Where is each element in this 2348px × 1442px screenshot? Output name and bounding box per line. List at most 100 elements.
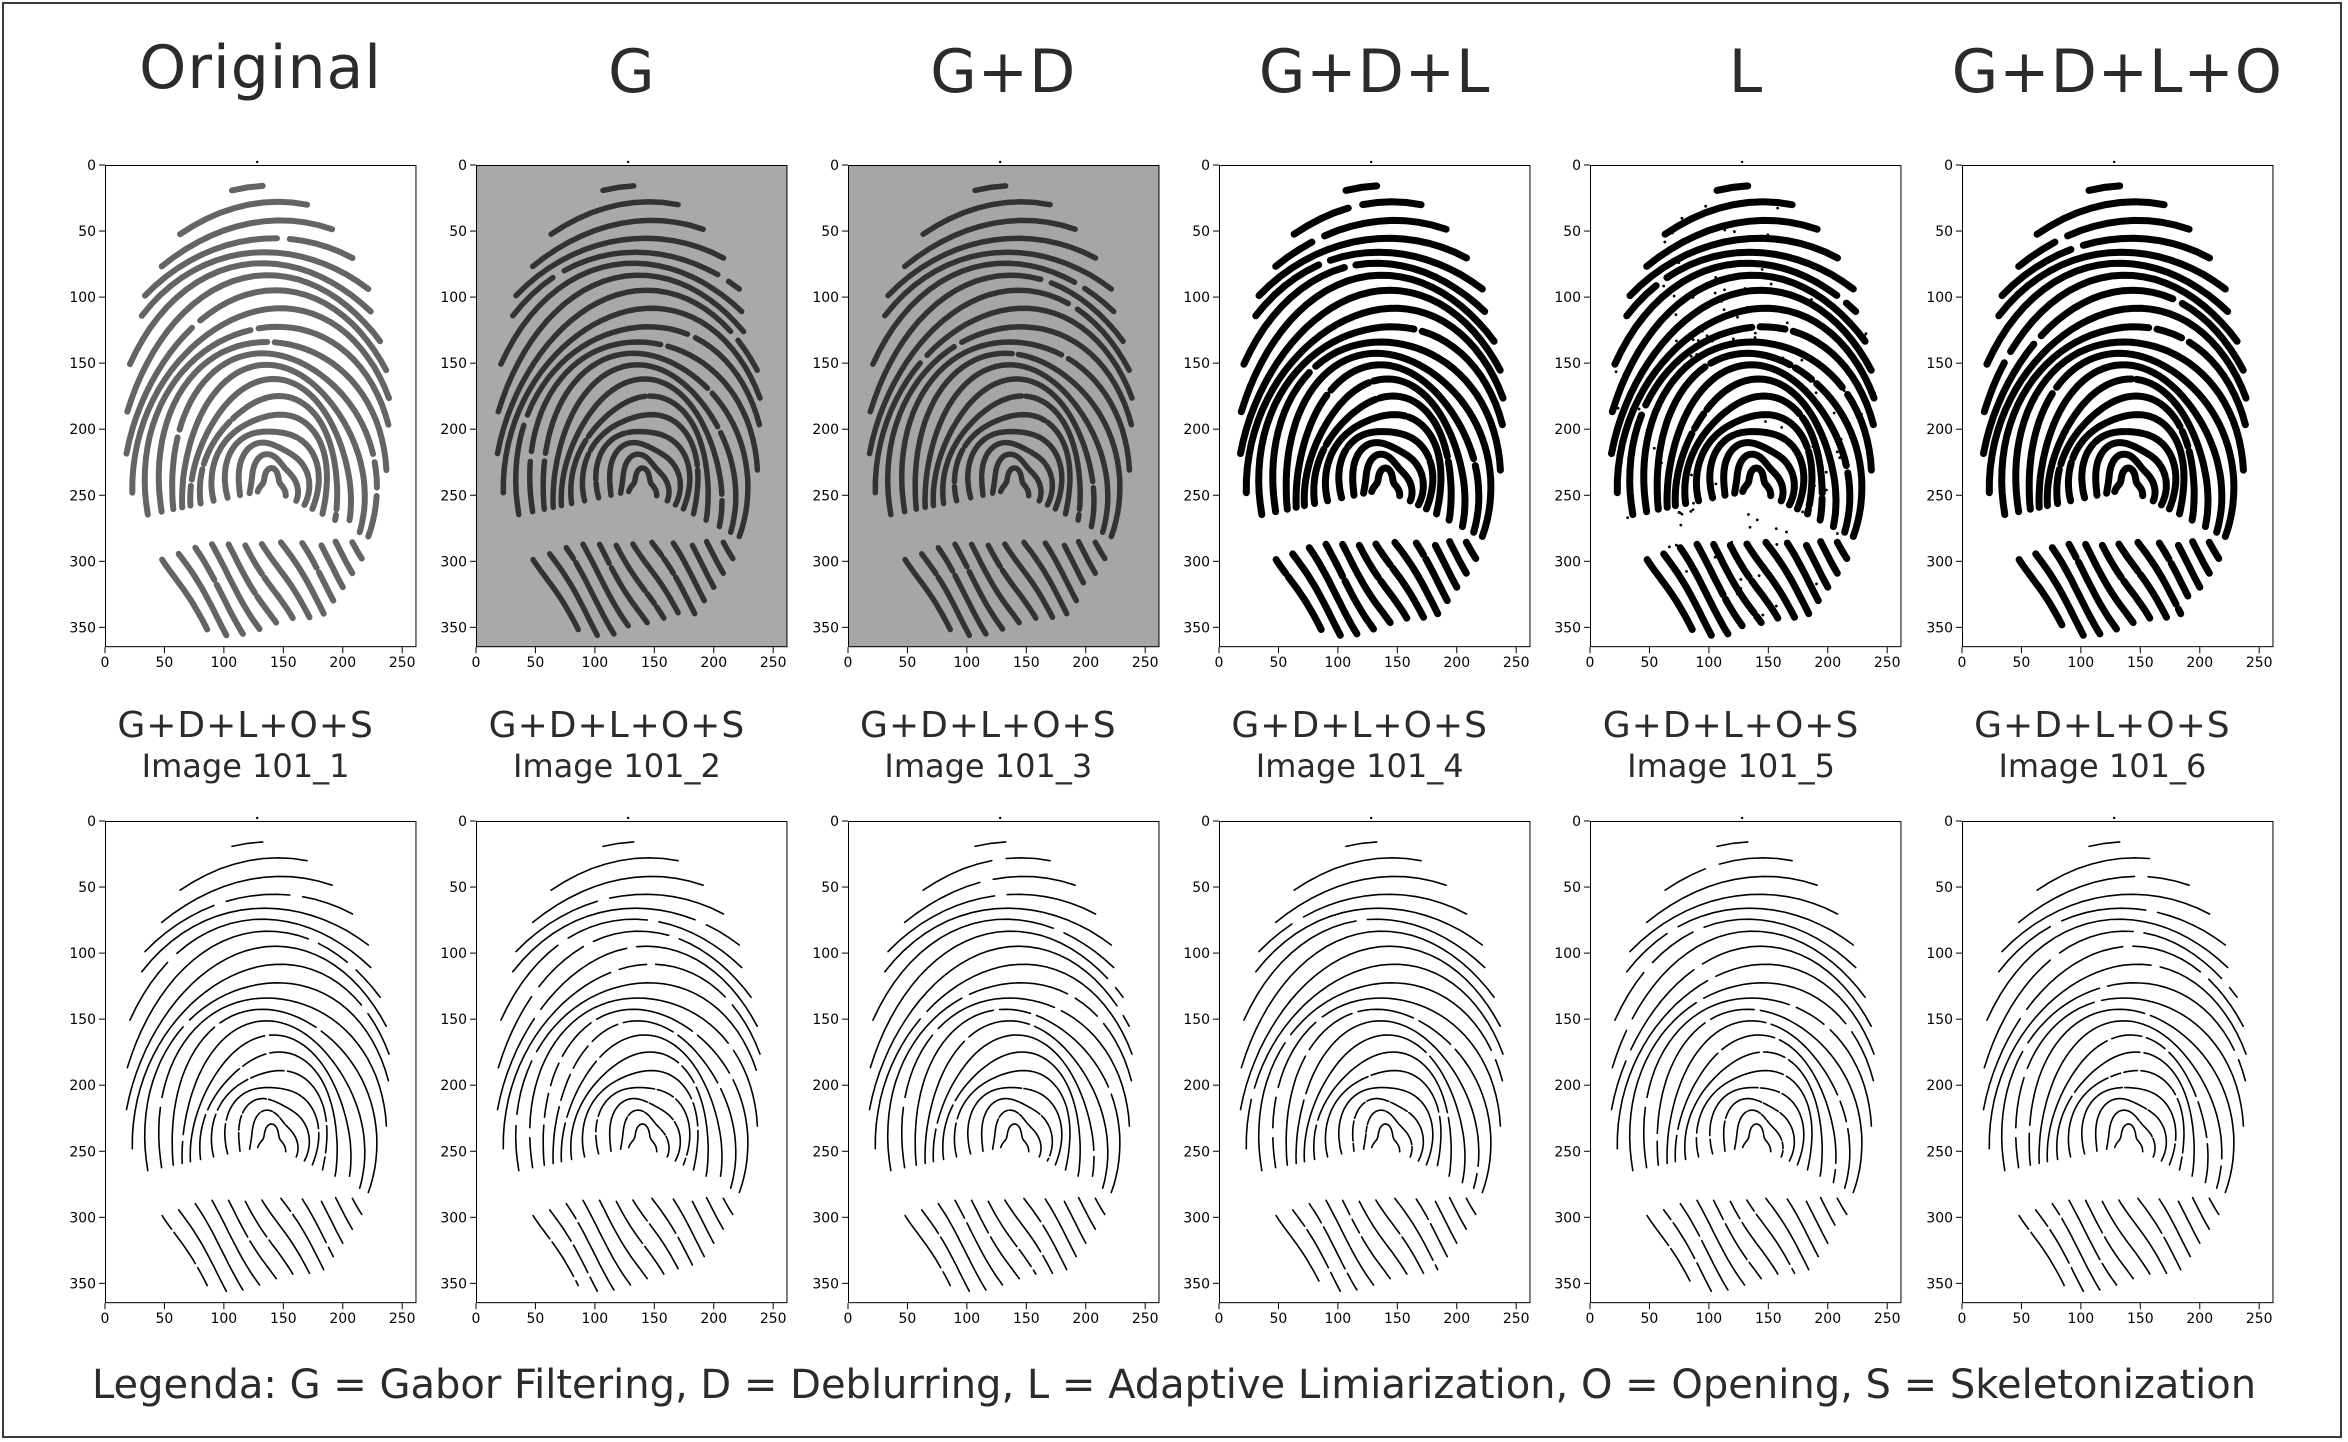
- ridge-line: [1015, 351, 1123, 539]
- ridge-line: [254, 593, 280, 626]
- ridge-line: [1302, 893, 1468, 918]
- ridge-line: [1994, 248, 2229, 320]
- noise-dot: [1614, 370, 1618, 373]
- ridge-line: [1765, 1197, 1810, 1271]
- ridge-line: [1643, 1106, 1648, 1169]
- ridge-line: [1611, 1029, 1628, 1069]
- ridge-line: [1044, 419, 1073, 517]
- ridge-line: [241, 1052, 267, 1067]
- ridge-line: [1022, 1087, 1063, 1166]
- ridge-line: [1044, 476, 1055, 508]
- ridge-line: [1448, 1196, 1468, 1230]
- ridge-line: [985, 542, 1003, 570]
- noise-dot: [1776, 206, 1780, 210]
- ridge-line: [566, 1059, 598, 1118]
- y-tick-label: 250: [440, 488, 467, 504]
- ridge-line: [965, 1221, 1003, 1286]
- ridge-line: [2046, 1039, 2108, 1162]
- noise-dot: [1836, 450, 1839, 454]
- ridge-pattern: [494, 182, 763, 638]
- ridge-line: [2131, 944, 2201, 973]
- ridge-line: [989, 465, 999, 496]
- fingerprint-plot: 0 50 100 150 200 250 300 350 0 50 100 150 200 250: [1555, 158, 1902, 671]
- ridge-line: [2132, 375, 2212, 530]
- panel-label: G+D+L+O+S Image 101_3: [808, 704, 1168, 786]
- y-tick-label: 0: [1944, 158, 1953, 174]
- ridge-line: [1269, 368, 1313, 515]
- ridge-line: [1816, 494, 1826, 524]
- ridge-line: [567, 917, 649, 939]
- ridge-line: [1836, 1197, 1848, 1215]
- ridge-line: [260, 464, 282, 484]
- y-tick-label: 250: [1555, 1144, 1582, 1160]
- ridge-line: [177, 1208, 227, 1292]
- ridge-line: [1446, 537, 1470, 577]
- ridge-line: [272, 1111, 280, 1118]
- ridge-line: [2015, 555, 2066, 629]
- ridge-line: [1646, 996, 1791, 1098]
- ridge-line: [1352, 1142, 1355, 1152]
- y-tick-label: 150: [812, 1012, 839, 1028]
- ridge-line: [586, 393, 649, 439]
- ridge-line: [2167, 1051, 2197, 1097]
- ridge-line: [609, 1097, 649, 1152]
- ridge-line: [1243, 919, 1357, 1021]
- ridge-line: [1322, 540, 1347, 580]
- ridge-line: [192, 544, 218, 583]
- ridge-line: [689, 542, 717, 590]
- ridge-line: [1805, 447, 1816, 509]
- ridge-line: [1985, 304, 2250, 496]
- noise-dot: [1873, 391, 1877, 395]
- ridge-line: [1844, 1127, 1851, 1189]
- ridge-line: [951, 572, 989, 637]
- ridge-line: [1237, 271, 1498, 415]
- ridge-line: [1626, 932, 1668, 973]
- ridge-line: [935, 544, 955, 574]
- skeleton-plot: 0 50 100 150 200 250 300 350 0 50 100 150 200 250: [812, 814, 1160, 1327]
- ridge-line: [2067, 1076, 2109, 1158]
- ridge-line: [1725, 1097, 1763, 1119]
- plot-canvas: 0 50 100 150 200 250 300 350 0 50 100 150 200 250: [812, 158, 1160, 671]
- x-tick-label: 100: [953, 1311, 980, 1327]
- ridge-line: [1983, 958, 2051, 1069]
- y-tick-label: 150: [812, 356, 839, 372]
- x-tick-label: 200: [1815, 655, 1842, 671]
- ridge-line: [1470, 461, 1483, 536]
- ridge-line: [1043, 462, 1054, 479]
- ridge-line: [951, 446, 965, 485]
- ridge-line: [1630, 968, 1695, 1051]
- x-tick-label: 50: [155, 655, 173, 671]
- ridge-line: [1764, 1137, 1772, 1153]
- y-tick-label: 100: [812, 946, 839, 962]
- ridge-line: [1321, 216, 1450, 240]
- ridge-line: [1780, 1149, 1784, 1158]
- ridge-line: [1832, 1168, 1837, 1183]
- ridge-line: [941, 1270, 951, 1286]
- ridge-line: [625, 428, 669, 439]
- ridge-line: [1784, 437, 1808, 513]
- noise-dot: [1705, 334, 1709, 337]
- ridge-line: [2142, 430, 2179, 513]
- ridge-line: [1779, 1111, 1796, 1162]
- top-marker: [1369, 160, 1373, 163]
- ridge-line: [260, 1198, 311, 1274]
- y-tick-label: 200: [440, 1078, 467, 1094]
- ridge-line: [579, 450, 592, 504]
- panel-image-id: Image 101_2: [513, 747, 721, 786]
- ridge-line: [580, 541, 632, 629]
- ridge-line: [237, 1114, 243, 1131]
- ridge-line: [2052, 349, 2238, 540]
- ridge-line: [954, 1050, 1081, 1177]
- y-tick-label: 50: [1563, 880, 1581, 896]
- ridge-line: [929, 375, 1095, 509]
- ridge-line: [636, 944, 759, 1027]
- column-title: G+D+L+O: [1951, 37, 2283, 107]
- ridge-line: [1075, 538, 1098, 576]
- ridge-line: [1721, 1033, 1776, 1050]
- ridge-line: [2037, 1019, 2223, 1164]
- noise-dot: [1766, 233, 1770, 236]
- ridge-line: [1081, 285, 1116, 314]
- noise-dot: [1832, 493, 1836, 497]
- ridge-line: [279, 1197, 292, 1212]
- ridge-line: [138, 248, 372, 319]
